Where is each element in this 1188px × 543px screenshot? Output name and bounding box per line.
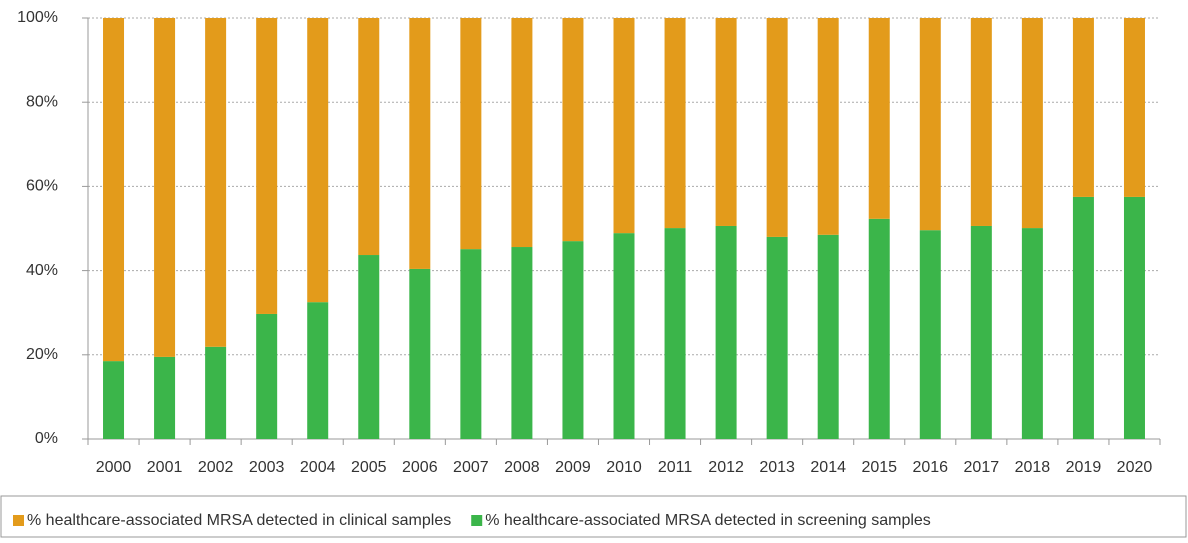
x-tick-label: 2014 [810, 459, 846, 476]
y-tick-label: 0% [35, 430, 58, 447]
bar-segment [1021, 228, 1043, 439]
y-tick-label: 80% [26, 93, 58, 110]
bar-segment [715, 225, 737, 439]
bar-segment [613, 18, 635, 234]
bar-segment [817, 234, 839, 439]
x-tick-label: 2006 [402, 459, 438, 476]
bar-segment [409, 268, 431, 439]
x-tick-label: 2015 [861, 459, 897, 476]
bar-segment [1123, 196, 1145, 439]
x-tick-label: 2002 [198, 459, 234, 476]
x-tick-label: 2013 [759, 459, 795, 476]
bar-segment [817, 18, 839, 235]
legend-label: % healthcare-associated MRSA detected in… [485, 512, 931, 529]
bar-segment [1021, 18, 1043, 229]
bar-segment [307, 302, 329, 439]
y-tick-label: 100% [17, 9, 58, 26]
bar-segment [1072, 18, 1094, 197]
bar-segment [664, 228, 686, 439]
y-tick-label: 60% [26, 178, 58, 195]
x-tick-label: 2004 [300, 459, 336, 476]
x-tick-label: 2008 [504, 459, 540, 476]
bar-segment [868, 18, 890, 219]
x-tick-label: 2017 [964, 459, 1000, 476]
bar-segment [766, 18, 788, 237]
bar-segment [511, 247, 533, 439]
bar-segment [1123, 18, 1145, 197]
x-tick-label: 2020 [1117, 459, 1153, 476]
bar-segment [358, 255, 380, 439]
bar-segment [358, 18, 380, 256]
x-tick-label: 2019 [1066, 459, 1102, 476]
bar-segment [868, 218, 890, 439]
x-tick-label: 2011 [658, 459, 693, 476]
bar-segment [715, 18, 737, 226]
bar-segment [613, 233, 635, 439]
bar-segment [766, 236, 788, 439]
bar-segment [970, 18, 992, 226]
x-tick-label: 2000 [96, 459, 132, 476]
legend-swatch [13, 515, 24, 526]
bar-segment [154, 18, 176, 357]
bar-segment [460, 18, 482, 250]
legend-label: % healthcare-associated MRSA detected in… [27, 512, 451, 529]
bar-segment [511, 18, 533, 248]
bar-segment [307, 18, 329, 303]
bar-segment [919, 18, 941, 231]
legend-box [0, 495, 1187, 538]
bar-segment [919, 230, 941, 439]
legend-swatch [471, 515, 483, 526]
x-tick-label: 2016 [912, 459, 948, 476]
bar-segment [1072, 196, 1094, 439]
x-tick-label: 2001 [147, 459, 183, 476]
bar-segment [256, 18, 278, 314]
x-tick-label: 2007 [453, 459, 489, 476]
x-tick-label: 2012 [708, 459, 744, 476]
y-tick-label: 40% [26, 262, 58, 279]
bar-segment [409, 18, 431, 269]
bar-segment [562, 241, 584, 439]
x-tick-label: 2009 [555, 459, 591, 476]
bar-segment [205, 346, 227, 439]
x-tick-label: 2010 [606, 459, 642, 476]
bar-segment [664, 18, 686, 229]
bar-segment [256, 313, 278, 439]
bar-segment [103, 361, 125, 439]
bar-segment [103, 18, 125, 362]
x-tick-label: 2005 [351, 459, 387, 476]
x-tick-label: 2018 [1015, 459, 1051, 476]
bar-segment [970, 225, 992, 439]
y-tick-label: 20% [26, 346, 58, 363]
bar-segment [154, 356, 176, 439]
bar-segment [205, 18, 227, 347]
bar-segment [460, 249, 482, 439]
bar-segment [562, 18, 584, 242]
x-tick-label: 2003 [249, 459, 285, 476]
